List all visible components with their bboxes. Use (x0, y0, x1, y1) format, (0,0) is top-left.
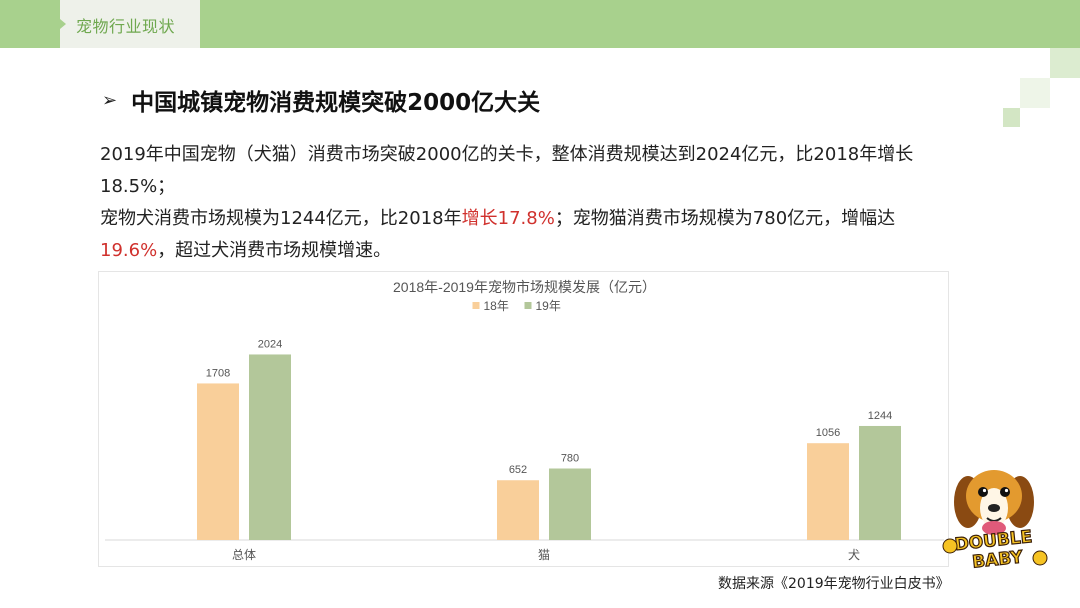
data-label: 1056 (816, 427, 840, 439)
data-label: 780 (561, 453, 579, 465)
chart-title: 2018年-2019年宠物市场规模发展（亿元） (393, 279, 656, 295)
legend-label: 18年 (484, 299, 509, 313)
data-label: 1708 (206, 367, 230, 379)
data-label: 652 (509, 464, 527, 476)
category-label: 犬 (848, 548, 860, 562)
bar-18 (807, 443, 849, 540)
market-size-bar-chart: 2018年-2019年宠物市场规模发展（亿元） 18年 19年 1708 2024 总体 6… (105, 279, 944, 562)
arrow-bullet-icon: ➢ (102, 89, 118, 111)
data-source-note: 数据来源《2019年宠物行业白皮书》 (718, 576, 950, 592)
detail-paragraph: 宠物犬消费市场规模为1244亿元，比2018年增长17.8%；宠物猫消费市场规模… (100, 203, 960, 267)
slide-title: 中国城镇宠物消费规模突破2000亿大关 (131, 90, 541, 116)
category-label: 猫 (538, 548, 550, 562)
decor-square (1020, 78, 1050, 108)
slide-title-row: ➢ 中国城镇宠物消费规模突破2000亿大关 (102, 84, 541, 117)
tab-notch-icon (60, 19, 66, 29)
bar-19 (249, 354, 291, 540)
double-baby-dog-logo: DOUBLE BABY (942, 470, 1048, 573)
logo-text-line2: BABY (971, 547, 1024, 572)
section-tab-label: 宠物行业现状 (76, 17, 176, 36)
bar-18 (497, 480, 539, 540)
legend-swatch (472, 302, 480, 309)
data-label: 1244 (868, 410, 892, 422)
legend-swatch (524, 302, 532, 309)
category-label: 总体 (232, 548, 256, 562)
summary-text: 2019年中国宠物（犬猫）消费市场突破2000亿的关卡，整体消费规模达到2024… (100, 144, 914, 197)
decor-square (1050, 48, 1080, 78)
bar-18 (197, 383, 239, 540)
detail-text-c: ，超过犬消费市场规模增速。 (157, 240, 392, 261)
data-label: 2024 (258, 338, 282, 350)
legend-label: 19年 (536, 299, 561, 313)
decor-square (1003, 108, 1020, 127)
section-tab[interactable] (60, 0, 200, 48)
bar-19 (549, 468, 591, 540)
summary-paragraph: 2019年中国宠物（犬猫）消费市场突破2000亿的关卡，整体消费规模达到2024… (100, 139, 960, 203)
chart-panel: 2018年-2019年宠物市场规模发展（亿元） 18年 19年 1708 2024 总体 6… (98, 271, 949, 567)
detail-text-a: 宠物犬消费市场规模为1244亿元，比2018年 (100, 208, 462, 229)
bar-19 (859, 425, 901, 540)
dog-growth-highlight: 增长17.8% (461, 208, 555, 229)
detail-text-b: ；宠物猫消费市场规模为780亿元，增幅达 (554, 208, 896, 229)
cat-growth-highlight: 19.6% (100, 240, 158, 261)
